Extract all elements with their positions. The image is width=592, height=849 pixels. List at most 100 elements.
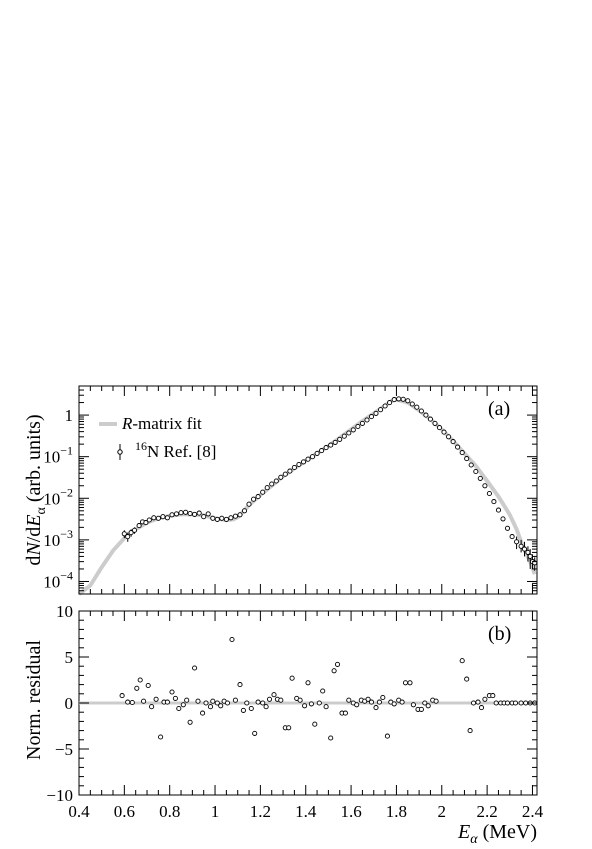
residual-point: [153, 696, 159, 702]
data-point: [378, 407, 384, 413]
data-point: [237, 512, 243, 518]
data-point: [346, 430, 352, 436]
data-point: [427, 416, 433, 422]
data-point: [192, 511, 198, 517]
residual-point: [368, 699, 375, 705]
residual-point: [433, 698, 439, 704]
residual-point: [207, 704, 214, 710]
residual-point: [493, 700, 499, 706]
residual-point: [312, 721, 318, 727]
residual-point: [218, 703, 224, 709]
data-point: [196, 510, 202, 516]
data-point: [251, 496, 257, 502]
spectrum-y-ticks: 10−4 10−3 10−2 10−1 1: [43, 385, 537, 595]
data-point: [373, 410, 379, 416]
y-tick-label: −10: [46, 786, 73, 805]
residual-point: [158, 734, 164, 740]
residual-point: [425, 703, 431, 709]
y-tick-label: 5: [65, 648, 74, 667]
residual-point: [512, 700, 519, 706]
data-point: [125, 534, 131, 540]
data-point: [246, 501, 252, 507]
data-point: [400, 396, 406, 402]
residual-point: [149, 704, 155, 710]
x-tick-label: 1.4: [295, 802, 317, 821]
residual-y-ticks: −10 −5 0 5 10: [46, 602, 537, 805]
residual-point: [308, 701, 314, 707]
data-point: [396, 396, 402, 402]
x-tick-label: 2.2: [476, 802, 497, 821]
data-point: [504, 525, 511, 531]
data-point: [514, 539, 520, 545]
data-point: [409, 401, 415, 407]
data-point: [341, 433, 347, 439]
residual-point: [184, 697, 190, 703]
residual-point: [407, 680, 413, 686]
data-point: [391, 397, 397, 403]
data-point: [155, 515, 161, 521]
data-point: [223, 516, 229, 522]
legend-fit-label: R-matrix fit: [121, 414, 202, 433]
spectrum-points-layer: [121, 396, 538, 571]
residual-point: [305, 680, 311, 686]
data-point: [241, 508, 248, 514]
data-point: [121, 531, 127, 537]
data-point: [436, 425, 443, 431]
residual-point: [224, 700, 231, 706]
data-point: [291, 464, 297, 471]
residual-point: [244, 700, 250, 706]
data-point: [205, 511, 211, 517]
residual-point: [354, 702, 360, 708]
data-point: [382, 403, 388, 409]
residual-point: [328, 735, 334, 741]
residual-point: [470, 700, 477, 706]
residual-point: [490, 693, 496, 699]
residual-point: [331, 668, 337, 674]
residual-point: [248, 705, 254, 712]
data-point: [423, 412, 429, 418]
residual-point: [278, 697, 284, 703]
data-point: [282, 471, 288, 477]
y-tick-label: −5: [55, 740, 73, 759]
spectrum-y-axis-title: dN/dEα (arb. units): [23, 414, 49, 565]
residual-point: [266, 696, 273, 702]
residual-point: [391, 701, 397, 707]
data-point: [128, 530, 134, 536]
residual-point: [422, 700, 428, 706]
y-tick-label: 10−2: [43, 485, 73, 508]
data-point: [273, 478, 279, 484]
data-point: [300, 459, 307, 465]
spectrum-plot-frame: [78, 385, 538, 595]
data-point: [214, 516, 220, 522]
spectrum-x-ticks: [78, 386, 533, 594]
data-point: [201, 514, 207, 520]
data-point: [387, 400, 393, 406]
residual-point: [119, 693, 125, 699]
data-point: [364, 417, 370, 423]
residual-point: [187, 719, 193, 725]
data-point: [486, 490, 492, 497]
data-point: [178, 510, 184, 516]
residual-point: [467, 728, 473, 734]
data-point: [309, 454, 316, 460]
residual-point: [418, 706, 424, 712]
data-point: [160, 514, 166, 520]
residual-point: [252, 730, 258, 736]
residual-point: [286, 725, 292, 731]
residual-point: [180, 702, 186, 708]
residual-point: [172, 695, 178, 701]
data-point: [328, 442, 334, 448]
residual-point: [176, 705, 182, 712]
y-tick-label: 10: [56, 602, 73, 621]
data-point: [359, 420, 365, 426]
residual-point: [141, 698, 147, 704]
data-point: [183, 509, 189, 515]
data-point: [151, 515, 157, 521]
data-point: [473, 468, 479, 475]
residual-point: [129, 699, 135, 706]
residual-point: [373, 705, 379, 711]
residual-point: [504, 700, 511, 706]
data-point: [459, 450, 465, 456]
